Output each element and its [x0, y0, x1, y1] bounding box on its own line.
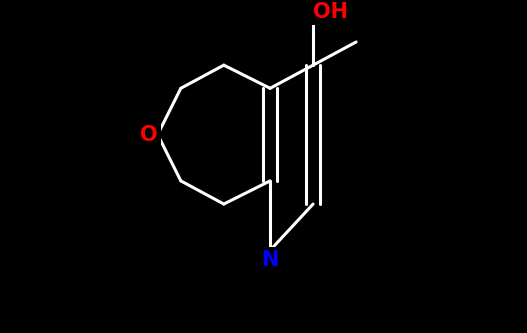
Text: OH: OH: [313, 2, 348, 22]
Text: O: O: [140, 125, 158, 145]
Text: N: N: [261, 250, 279, 270]
